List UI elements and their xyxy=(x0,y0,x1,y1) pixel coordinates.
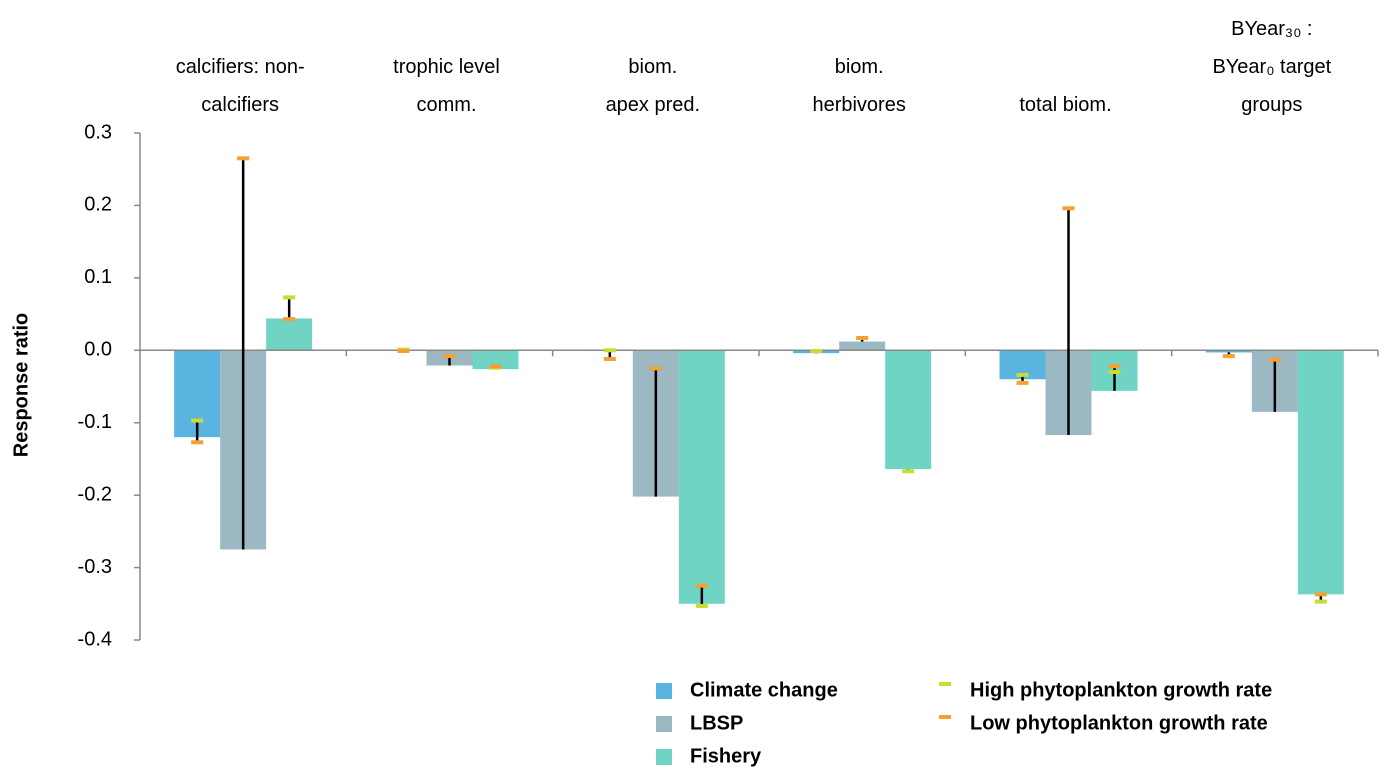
low-marker xyxy=(1108,364,1121,369)
y-tick-label: 0.2 xyxy=(84,194,112,216)
low-marker xyxy=(1016,380,1029,385)
low-marker xyxy=(1314,592,1327,597)
low-marker xyxy=(397,349,410,354)
high-marker xyxy=(695,603,708,608)
y-tick-label: -0.2 xyxy=(78,483,112,505)
high-marker xyxy=(902,469,915,474)
category-label: calcifiers: non- calcifiers xyxy=(175,56,305,116)
high-marker xyxy=(1016,372,1029,377)
low-marker xyxy=(695,583,708,588)
y-tick-label: 0.0 xyxy=(84,339,112,361)
low-marker xyxy=(1222,354,1235,359)
legend-label: LBSP xyxy=(690,712,743,734)
y-tick-label: -0.3 xyxy=(78,556,112,578)
category-label: BYear₃₀ : BYear₀ target groups xyxy=(1212,18,1332,116)
legend-label: Low phytoplankton growth rate xyxy=(970,712,1268,734)
high-marker xyxy=(603,348,616,353)
legend-label: Climate change xyxy=(690,679,838,701)
low-marker xyxy=(443,354,456,359)
bar xyxy=(885,350,932,470)
legend-label: High phytoplankton growth rate xyxy=(970,679,1272,701)
legend-swatch xyxy=(656,683,672,699)
low-marker xyxy=(603,356,616,361)
y-tick-label: 0.3 xyxy=(84,121,112,143)
low-marker xyxy=(191,440,204,445)
category-label: total biom. xyxy=(1019,94,1112,116)
bar xyxy=(839,341,886,351)
legend-marker xyxy=(939,715,951,719)
low-marker xyxy=(1062,206,1075,211)
y-tick-label: -0.4 xyxy=(78,628,112,650)
bar xyxy=(678,350,725,604)
low-marker xyxy=(489,364,502,369)
y-tick-label: -0.1 xyxy=(78,411,112,433)
bar xyxy=(472,350,519,370)
low-marker xyxy=(1268,357,1281,362)
bar xyxy=(266,318,313,351)
low-marker xyxy=(856,335,869,340)
category-label: biom. herbivores xyxy=(812,56,906,116)
legend-swatch xyxy=(656,749,672,765)
low-marker xyxy=(649,366,662,371)
low-marker xyxy=(283,317,296,322)
y-axis-label: Response ratio xyxy=(10,313,32,457)
high-marker xyxy=(1108,370,1121,375)
bar xyxy=(1297,350,1344,595)
high-marker xyxy=(191,418,204,423)
legend-label: Fishery xyxy=(690,745,762,767)
legend-marker xyxy=(939,682,951,686)
legend-swatch xyxy=(656,716,672,732)
high-marker xyxy=(810,349,823,354)
bar xyxy=(1205,350,1252,353)
high-marker xyxy=(283,295,296,300)
category-label: biom. apex pred. xyxy=(605,56,701,116)
high-marker xyxy=(1314,599,1327,604)
category-label: trophic level comm. xyxy=(393,56,500,116)
y-tick-label: 0.1 xyxy=(84,266,112,288)
low-marker xyxy=(237,156,250,161)
